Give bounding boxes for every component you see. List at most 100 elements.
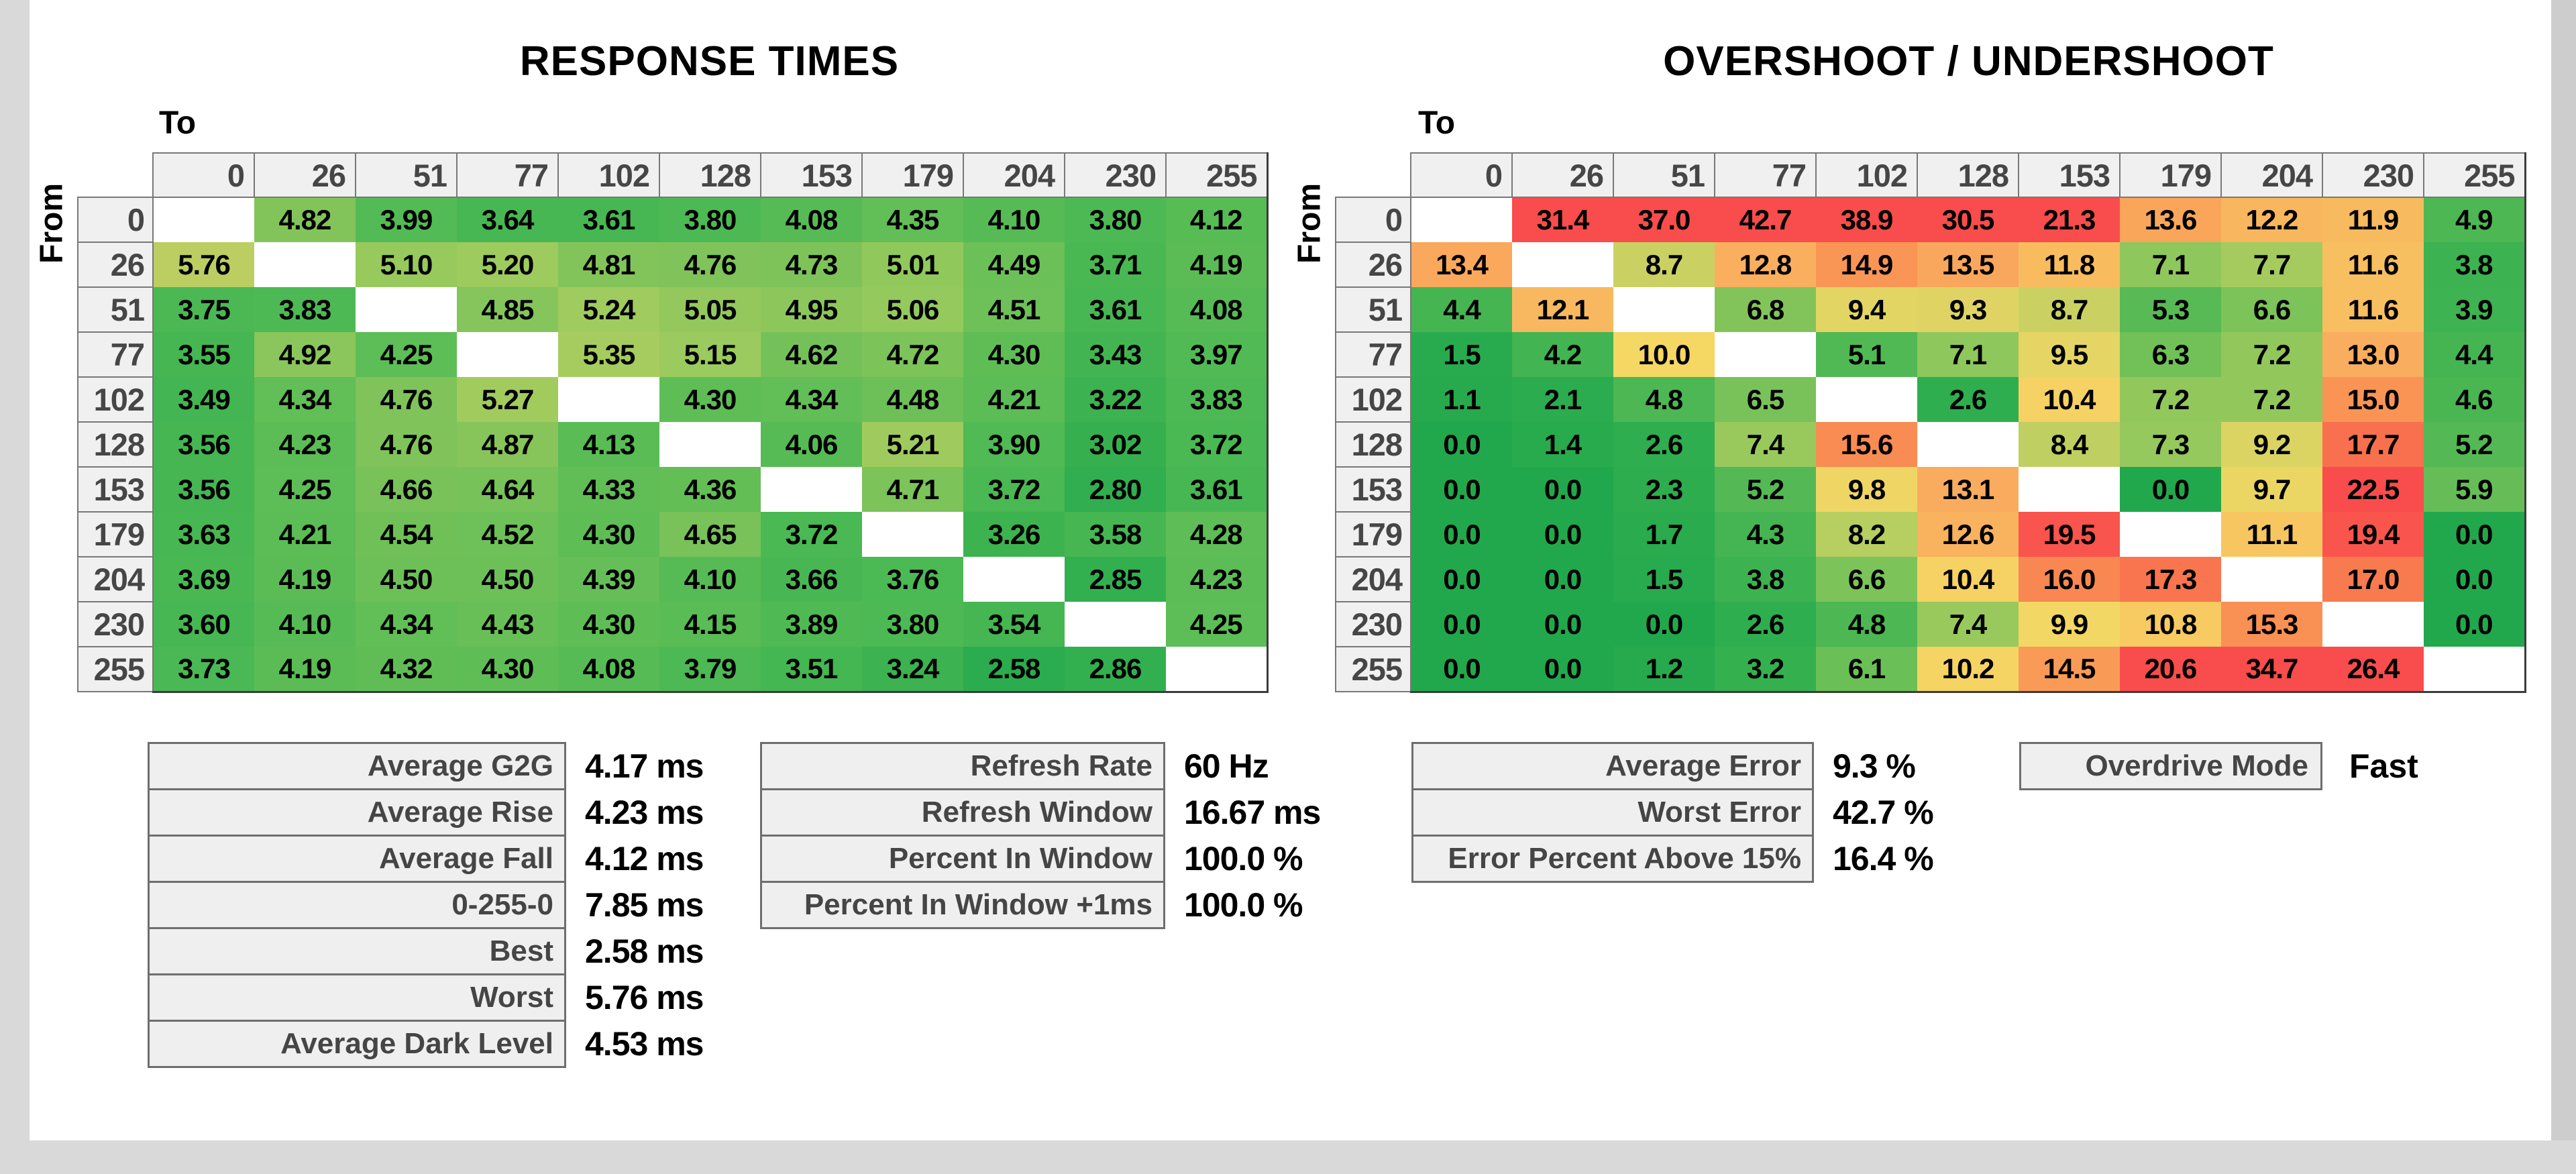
column-header: 0 [152,152,255,198]
summary-value: 16.4 % [1833,840,1934,877]
heatmap-cell: 4.8 [1816,602,1917,647]
row-label: 51 [1335,286,1411,333]
heatmap-cell: 2.58 [963,647,1065,693]
summary-label: Worst [148,973,566,1022]
row-label: 153 [1335,466,1411,513]
heatmap-cell: 12.2 [2221,197,2322,242]
heatmap-cell: 4.66 [356,467,457,512]
heatmap-cell: 11.1 [2221,512,2322,557]
summary-value: 5.76 ms [585,979,704,1016]
heatmap-cell: 13.0 [2322,332,2424,377]
heatmap-cell: 10.4 [1917,557,2019,602]
heatmap-table: 0 26 51 77 102 128 153 179 204 230 255 0 4.82 3.99 3.6… [77,152,1269,693]
summary-label: Average Dark Level [148,1020,566,1068]
heatmap-cell: 5.1 [1816,332,1917,377]
heatmap-cell: 4.36 [659,467,761,512]
heatmap-cell: 9.5 [2019,332,2120,377]
column-header: 26 [1511,152,1614,198]
heatmap-cell: 4.08 [761,197,862,242]
heatmap-cell: 0.0 [2424,557,2526,602]
heatmap-cell: 4.39 [558,557,659,602]
row-label: 0 [1335,197,1411,243]
heatmap-cell: 3.99 [356,197,457,242]
heatmap-cell: 9.7 [2221,467,2322,512]
heatmap-cell: 3.8 [1715,557,1816,602]
overshoot-title: OVERSHOOT / UNDERSHOOT [1663,38,2274,85]
heatmap-cell: 17.7 [2322,422,2424,467]
heatmap-cell: 4.30 [659,377,761,422]
summary-value: 2.58 ms [585,932,704,970]
column-header: 255 [1165,152,1269,198]
heatmap-cell: 4.52 [457,512,558,557]
heatmap-cell: 2.6 [1613,422,1715,467]
heatmap-cell: 4.43 [457,602,558,647]
summary-value: 4.53 ms [585,1025,704,1063]
summary-label: 0-255-0 [148,881,566,929]
summary-label: Average Error [1411,742,1814,790]
heatmap-cell: 26.4 [2322,647,2424,693]
heatmap-cell: 4.34 [254,377,356,422]
heatmap-cell: 2.1 [1512,377,1613,422]
summary-value: 4.17 ms [585,747,704,785]
column-header: 0 [1410,152,1513,198]
row-label: 77 [77,331,154,378]
heatmap-cell: 8.7 [1613,242,1715,287]
heatmap-cell: 3.71 [1065,242,1166,287]
heatmap-cell: 4.48 [862,377,963,422]
heatmap-cell: 17.0 [2322,557,2424,602]
heatmap-cell: 3.90 [963,422,1065,467]
heatmap-cell: 4.6 [2424,377,2526,422]
heatmap-cell: 3.26 [963,512,1065,557]
overdrive-mode-value: Fast [2349,747,2418,785]
heatmap-cell: 4.9 [2424,197,2526,242]
summary-row: Average Rise 4.23 ms [148,788,704,837]
summary-label: Best [148,927,566,975]
heatmap-cell: 4.06 [761,422,862,467]
heatmap-cell: 2.3 [1613,467,1715,512]
refresh-summary-table: Refresh Rate 60 Hz Refresh Window 16.67 ms P… [760,742,1321,929]
heatmap-cell: 5.9 [2424,467,2526,512]
heatmap-cell: 3.02 [1065,422,1166,467]
heatmap-cell: 4.4 [1411,287,1512,332]
heatmap-cell: 12.1 [1512,287,1613,332]
heatmap-cell: 6.1 [1816,647,1917,693]
heatmap-cell: 1.7 [1613,512,1715,557]
heatmap-cell: 5.10 [356,242,457,287]
heatmap-cell: 4.30 [558,602,659,647]
heatmap-cell: 4.4 [2424,332,2526,377]
heatmap-cell: 5.06 [862,287,963,332]
to-axis-label-left: To [159,105,197,141]
heatmap-cell: 15.3 [2221,602,2322,647]
heatmap-cell: 4.73 [761,242,862,287]
summary-row: Percent In Window +1ms 100.0 % [760,881,1320,929]
heatmap-cell: 19.4 [2322,512,2424,557]
heatmap-cell: 5.27 [457,377,558,422]
heatmap-cell: 3.61 [558,197,659,242]
heatmap-cell: 7.1 [1917,332,2019,377]
heatmap-cell: 7.2 [2221,377,2322,422]
from-axis-label-left: From [34,183,70,264]
heatmap-cell: 7.7 [2221,242,2322,287]
heatmap-cell: 4.25 [254,467,356,512]
heatmap-cell [2221,557,2322,602]
summary-label: Percent In Window [760,835,1165,883]
heatmap-cell: 20.6 [2120,647,2221,693]
summary-label: Average G2G [148,742,566,790]
heatmap-cell: 5.2 [1715,467,1816,512]
summary-value: 4.12 ms [585,840,704,877]
heatmap-cell [1512,242,1613,287]
heatmap-cell: 3.83 [254,287,356,332]
row-label: 230 [77,601,154,647]
column-header: 179 [2119,152,2222,198]
heatmap-cell: 13.6 [2120,197,2221,242]
heatmap-cell [1917,422,2019,467]
summary-row: Average Error 9.3 % [1411,742,1933,790]
summary-row: Refresh Rate 60 Hz [760,742,1320,790]
heatmap-cell: 4.54 [356,512,457,557]
column-header: 51 [355,152,458,198]
heatmap-cell: 4.23 [1166,557,1269,602]
heatmap-cell: 3.56 [153,422,254,467]
summary-label: Average Fall [148,835,566,883]
heatmap-cell: 15.6 [1816,422,1917,467]
row-label: 204 [77,556,154,602]
